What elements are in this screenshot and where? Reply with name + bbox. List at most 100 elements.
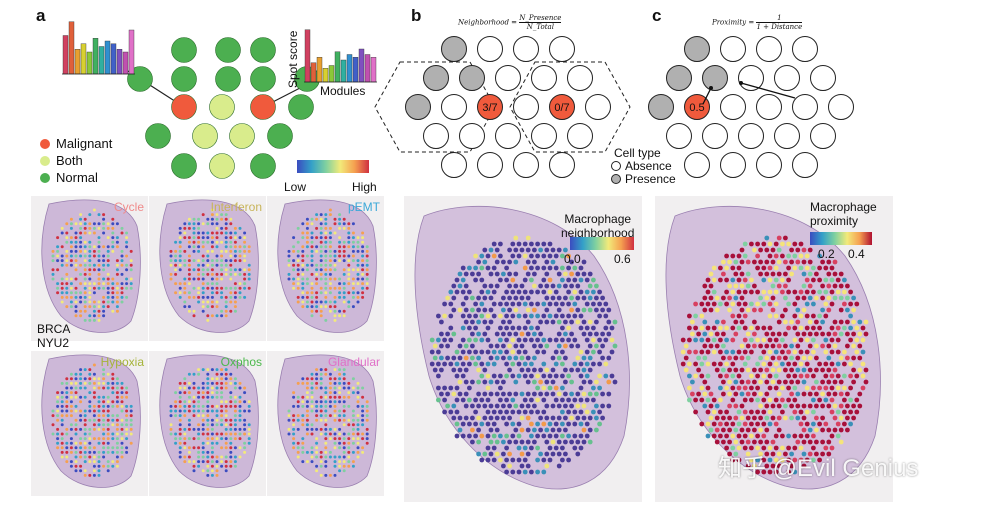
module-spot (60, 245, 64, 249)
module-spot (74, 314, 78, 318)
proximity-spot (854, 397, 860, 403)
proximity-spot (749, 373, 754, 379)
module-spot (97, 377, 101, 381)
proximity-spot (848, 421, 853, 427)
module-spot (79, 272, 83, 276)
module-spot (192, 249, 196, 253)
module-spot (65, 395, 69, 399)
module-spot (129, 427, 133, 431)
neighborhood-spot (457, 355, 463, 361)
neighborhood-spot (516, 349, 522, 355)
module-spot (97, 460, 101, 464)
proximity-spot (758, 403, 763, 409)
proximity-spot (761, 349, 767, 355)
module-spot (328, 381, 332, 385)
module-spot (106, 437, 110, 441)
module-spot (187, 217, 191, 221)
module-spot (215, 282, 219, 286)
module-spot (65, 305, 69, 309)
neighborhood-spot (507, 247, 512, 253)
proximity-spot (835, 433, 841, 439)
module-spot (365, 254, 369, 258)
neighborhood-spot (525, 439, 531, 445)
module-spot (347, 259, 351, 263)
neighborhood-spot (591, 409, 596, 415)
module-spot (342, 414, 346, 418)
module-spot (178, 286, 182, 290)
neighborhood-spot (522, 397, 528, 403)
neighborhood-spot (569, 307, 574, 313)
proximity-spot (739, 439, 745, 445)
neighborhood-spot (451, 283, 457, 289)
proximity-spot (705, 361, 711, 367)
neighborhood-spot (439, 319, 444, 325)
neighborhood-spot (491, 253, 497, 259)
module-spot (187, 245, 191, 249)
proximity-spot (721, 319, 726, 325)
proximity-spot (718, 301, 723, 307)
neighborhood-spot (581, 427, 587, 433)
module-spot (356, 291, 360, 295)
module-spot (296, 286, 300, 290)
neighborhood-spot (544, 319, 550, 325)
module-spot (111, 372, 115, 376)
proximity-spot (742, 289, 748, 295)
proximity-spot (780, 397, 785, 403)
module-spot (301, 414, 305, 418)
module-spot (183, 386, 187, 390)
neighborhood-spot (516, 289, 522, 295)
module-spot (56, 259, 60, 263)
neighborhood-spot (553, 361, 559, 367)
module-spot (224, 268, 228, 272)
proximity-spot (798, 409, 804, 415)
module-spot (220, 395, 224, 399)
neighborhood-spot (516, 337, 522, 343)
module-spot (174, 249, 178, 253)
module-spot (338, 249, 342, 253)
module-spot (233, 291, 237, 295)
neighborhood-spot (507, 463, 512, 469)
module-spot (351, 277, 355, 281)
neighborhood-spot (476, 451, 481, 457)
module-spot (60, 291, 64, 295)
module-spot (197, 432, 201, 436)
module-spot (111, 309, 115, 313)
module-spot (338, 437, 342, 441)
proximity-spot (739, 379, 745, 385)
module-spot (74, 240, 78, 244)
neighborhood-spot (510, 313, 516, 319)
module-spot (69, 259, 73, 263)
proximity-spot (724, 349, 729, 355)
neighborhood-spot (504, 349, 509, 355)
module-spot (65, 455, 69, 459)
module-spot (102, 427, 106, 431)
proximity-spot (789, 391, 794, 397)
module-spot (210, 240, 214, 244)
module-spot (106, 300, 110, 304)
module-spot (220, 391, 224, 395)
proximity-spot (733, 415, 739, 421)
module-spot (187, 263, 191, 267)
proximity-spot (795, 307, 801, 313)
proximity-spot (829, 433, 835, 439)
module-spot (79, 236, 83, 240)
module-spot (192, 295, 196, 299)
neighborhood-spot (541, 409, 547, 415)
module-spot (92, 300, 96, 304)
module-spot (229, 460, 233, 464)
neighborhood-spot (467, 337, 472, 343)
module-spot (60, 231, 64, 235)
proximity-spot (727, 427, 732, 433)
neighborhood-spot (553, 433, 559, 439)
module-spot (220, 291, 224, 295)
neighborhood-spot (479, 277, 485, 283)
module-spot (301, 222, 305, 226)
proximity-spot (789, 451, 794, 457)
neighborhood-cell (477, 94, 503, 120)
neighborhood-spot (482, 379, 488, 385)
module-spot (120, 272, 124, 276)
module-spot (65, 291, 69, 295)
neighborhood-spot (535, 265, 540, 271)
module-spot (106, 277, 110, 281)
module-spot (69, 427, 73, 431)
